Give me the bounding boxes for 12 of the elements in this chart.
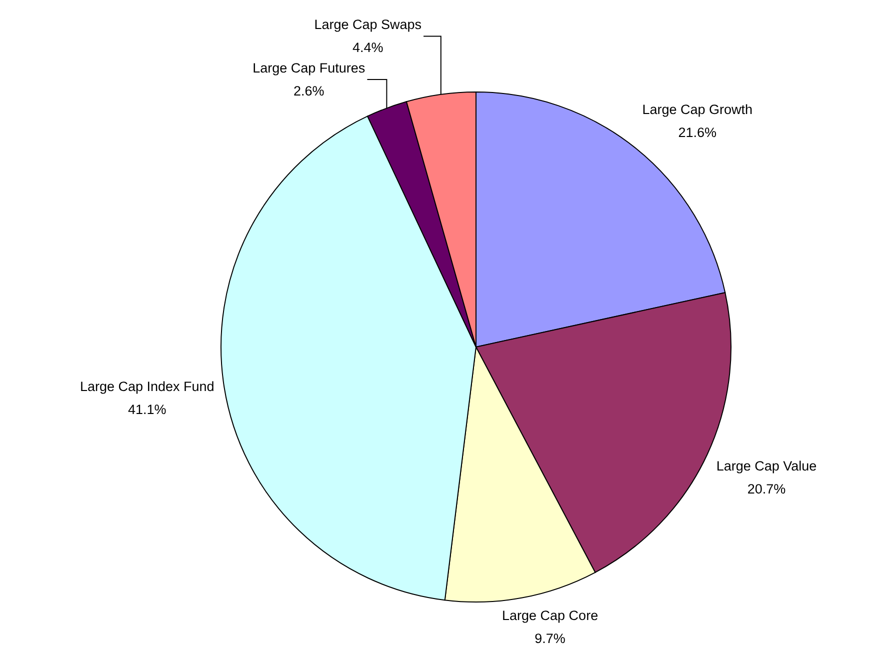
slice-label: Large Cap Value	[716, 458, 817, 474]
data-label: 41.1%	[128, 402, 166, 417]
slice-label: Large Cap Swaps	[314, 17, 422, 32]
data-label: 21.6%	[678, 125, 716, 140]
data-label: 9.7%	[534, 630, 566, 646]
slice-label: Large Cap Futures	[252, 60, 366, 76]
slice-label: Large Cap Core	[502, 608, 598, 623]
data-label: 2.6%	[294, 83, 324, 98]
data-label: 4.4%	[352, 40, 384, 56]
slice-label: Large Cap Index Fund	[80, 378, 214, 394]
slice-label: Large Cap Growth	[642, 102, 753, 118]
data-label: 20.7%	[747, 482, 786, 497]
